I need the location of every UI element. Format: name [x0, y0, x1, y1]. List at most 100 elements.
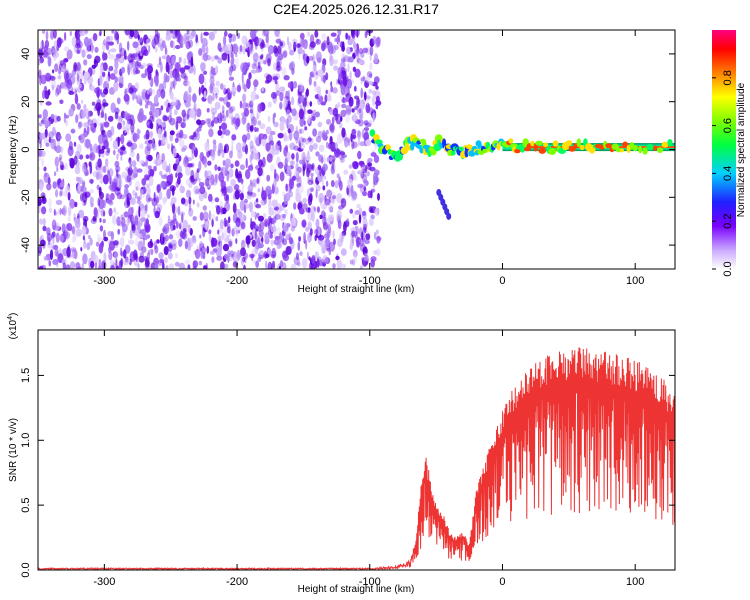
- noise-speckle: [227, 185, 233, 194]
- noise-speckle: [188, 202, 192, 212]
- noise-speckle: [318, 91, 321, 98]
- noise-speckle: [80, 247, 83, 252]
- noise-speckle: [252, 119, 256, 125]
- noise-speckle: [215, 94, 218, 100]
- noise-speckle: [273, 215, 277, 224]
- noise-speckle: [188, 182, 193, 189]
- noise-speckle: [332, 107, 339, 117]
- noise-speckle: [98, 186, 102, 196]
- noise-speckle: [339, 122, 343, 129]
- noise-speckle: [174, 109, 178, 116]
- noise-speckle: [110, 264, 115, 269]
- noise-speckle: [325, 89, 328, 95]
- noise-speckle: [145, 155, 151, 160]
- noise-speckle: [308, 44, 315, 51]
- noise-speckle: [140, 189, 144, 195]
- noise-speckle: [299, 32, 305, 40]
- noise-speckle: [276, 226, 281, 236]
- noise-speckle: [301, 219, 307, 228]
- noise-speckle: [367, 157, 373, 163]
- noise-speckle: [150, 103, 155, 114]
- noise-speckle: [239, 200, 246, 211]
- noise-speckle: [330, 85, 334, 93]
- top-x-ticks: -300 -200 -100 0 100: [93, 30, 644, 287]
- noise-speckle: [370, 256, 377, 262]
- noise-speckle: [216, 255, 223, 261]
- noise-speckle: [214, 164, 218, 171]
- noise-speckle: [231, 228, 235, 237]
- noise-speckle: [258, 215, 264, 222]
- noise-speckle: [364, 122, 372, 128]
- noise-speckle: [301, 220, 307, 227]
- noise-speckle: [95, 241, 99, 247]
- noise-speckle: [43, 256, 48, 261]
- noise-speckle: [158, 139, 162, 147]
- noise-speckle: [79, 179, 86, 185]
- noise-speckle: [152, 143, 157, 151]
- noise-speckle: [126, 175, 132, 183]
- noise-speckle: [346, 75, 349, 82]
- noise-speckle: [102, 165, 107, 173]
- noise-speckle: [370, 152, 377, 157]
- noise-speckle: [232, 202, 237, 214]
- y-tick-label: -20: [20, 189, 32, 205]
- noise-speckle: [171, 81, 175, 88]
- noise-speckle: [212, 142, 217, 152]
- noise-speckle: [83, 71, 91, 81]
- noise-speckle: [170, 196, 177, 204]
- noise-speckle: [308, 76, 312, 86]
- noise-speckle: [223, 232, 228, 244]
- noise-speckle: [293, 145, 300, 151]
- noise-speckle: [231, 140, 234, 146]
- noise-speckle: [148, 87, 153, 95]
- noise-speckle: [81, 262, 85, 269]
- noise-speckle: [368, 88, 373, 94]
- noise-speckle: [204, 221, 209, 231]
- noise-speckle: [301, 159, 305, 166]
- noise-speckle: [284, 157, 288, 168]
- noise-speckle: [90, 85, 95, 92]
- noise-speckle: [318, 154, 324, 163]
- noise-speckle: [124, 30, 131, 36]
- noise-speckle: [140, 73, 147, 79]
- noise-speckle: [284, 230, 290, 240]
- noise-speckle: [65, 119, 69, 127]
- track-blob: [535, 140, 543, 146]
- noise-speckle: [224, 263, 229, 269]
- noise-speckle: [362, 168, 367, 174]
- noise-speckle: [199, 186, 206, 195]
- noise-speckle: [135, 60, 140, 70]
- noise-speckle: [213, 116, 220, 124]
- noise-speckle: [227, 53, 230, 64]
- noise-speckle: [268, 261, 271, 269]
- noise-speckle: [120, 151, 124, 156]
- noise-speckle: [121, 66, 125, 74]
- noise-speckle: [269, 223, 273, 230]
- noise-speckle: [310, 176, 314, 185]
- noise-speckle: [274, 30, 280, 38]
- noise-speckle: [222, 110, 225, 119]
- noise-speckle: [69, 198, 76, 209]
- noise-speckle: [83, 127, 87, 133]
- noise-speckle: [123, 49, 127, 60]
- noise-speckle: [254, 52, 258, 58]
- noise-speckle: [201, 37, 208, 47]
- noise-speckle: [68, 90, 75, 95]
- noise-speckle: [193, 174, 197, 180]
- noise-speckle: [57, 135, 63, 140]
- noise-speckle: [192, 237, 197, 244]
- noise-speckle: [322, 216, 327, 226]
- noise-speckle: [339, 180, 343, 191]
- noise-speckle: [270, 250, 277, 259]
- noise-speckle: [297, 46, 303, 55]
- noise-speckle: [110, 48, 117, 53]
- noise-speckle: [336, 213, 342, 224]
- noise-speckle: [298, 236, 301, 242]
- noise-speckle: [107, 115, 114, 122]
- noise-speckle: [180, 38, 187, 45]
- noise-speckle: [114, 251, 119, 259]
- noise-speckle: [257, 188, 261, 193]
- noise-speckle: [65, 72, 69, 79]
- noise-speckle: [203, 31, 210, 36]
